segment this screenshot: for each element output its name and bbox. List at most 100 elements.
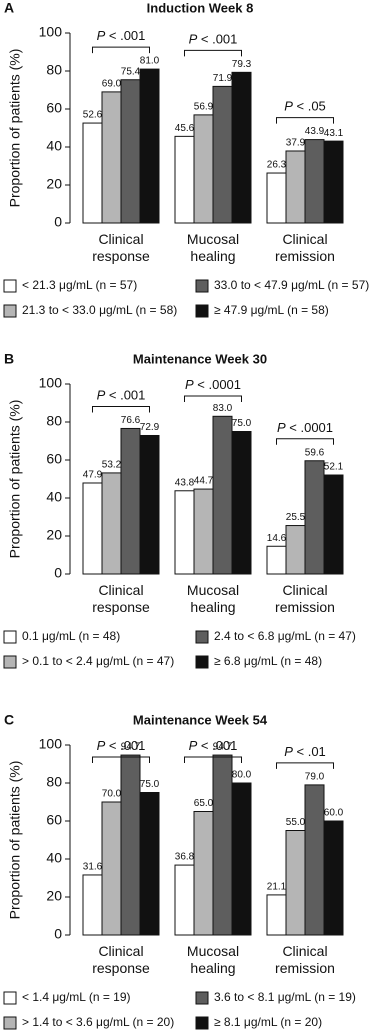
legend-swatch xyxy=(195,630,209,644)
value-label: 81.0 xyxy=(140,56,160,67)
bar xyxy=(266,545,287,575)
p-symbol: P xyxy=(97,388,106,403)
chart-title: Maintenance Week 30 xyxy=(133,351,267,366)
bar xyxy=(82,482,103,575)
significance-bracket xyxy=(276,762,334,769)
significance-label: P < .001 xyxy=(189,32,238,47)
y-tick-label: 20 xyxy=(46,176,62,192)
x-tick-line: Clinical xyxy=(98,231,143,247)
value-label: 79.0 xyxy=(305,772,325,783)
significance-label: P < .001 xyxy=(97,738,146,753)
significance-label: P < .001 xyxy=(189,738,238,753)
p-symbol: P xyxy=(189,32,198,47)
y-tick-label: 0 xyxy=(54,565,62,581)
legend-label: ≥ 6.8 μg/mL (n = 48) xyxy=(214,654,322,668)
y-tick-label: 60 xyxy=(46,812,62,828)
value-label: 43.1 xyxy=(324,128,344,139)
legend-swatch xyxy=(3,655,17,669)
bar xyxy=(174,135,195,224)
value-label: 53.2 xyxy=(102,460,122,471)
bar xyxy=(304,784,325,936)
value-label: 80.0 xyxy=(232,770,252,781)
x-tick-label: Clinical response xyxy=(92,231,150,264)
y-tick-label: 100 xyxy=(39,736,63,752)
value-label: 55.0 xyxy=(286,817,306,828)
bar xyxy=(266,172,287,224)
panel-letter: C xyxy=(4,712,14,728)
bar xyxy=(120,754,141,936)
panel: A Induction Week 8 Proportion of patients … xyxy=(3,0,369,318)
value-label: 45.6 xyxy=(175,123,195,134)
chart-title: Maintenance Week 54 xyxy=(133,712,268,727)
value-label: 52.1 xyxy=(324,462,344,473)
value-label: 75.0 xyxy=(232,418,252,429)
x-tick-line: response xyxy=(92,960,150,976)
x-tick-line: Mucosal xyxy=(187,231,239,247)
bar xyxy=(212,754,233,936)
y-tick-label: 80 xyxy=(46,413,62,429)
x-tick-label: Clinical response xyxy=(92,943,150,976)
value-label: 94.7 xyxy=(213,742,233,753)
chart-title: Induction Week 8 xyxy=(147,0,254,15)
y-tick-label: 60 xyxy=(46,451,62,467)
bar xyxy=(231,782,252,936)
bar xyxy=(231,71,252,224)
x-tick-line: Mucosal xyxy=(187,943,239,959)
y-tick-label: 100 xyxy=(39,375,63,391)
legend-label: > 0.1 to < 2.4 μg/mL (n = 47) xyxy=(22,654,174,668)
bar xyxy=(304,460,325,575)
legend-swatch xyxy=(195,1016,209,1030)
legend-swatch xyxy=(3,630,17,644)
p-symbol: P xyxy=(97,29,106,44)
legend-swatch xyxy=(3,1016,17,1030)
value-label: 25.5 xyxy=(286,512,306,523)
x-tick-label: Clinical remission xyxy=(275,582,335,615)
bar xyxy=(139,792,160,936)
significance-label: P < .001 xyxy=(97,388,146,403)
x-tick-line: healing xyxy=(190,248,235,264)
p-value: < .001 xyxy=(105,738,145,753)
value-label: 56.9 xyxy=(194,102,214,113)
x-tick-line: healing xyxy=(190,599,235,615)
value-label: 76.6 xyxy=(121,415,141,426)
y-tick-label: 40 xyxy=(46,138,62,154)
value-label: 52.6 xyxy=(83,110,103,121)
y-axis-label: Proportion of patients (%) xyxy=(7,400,23,559)
x-tick-line: response xyxy=(92,248,150,264)
value-label: 31.6 xyxy=(83,862,103,873)
bar xyxy=(101,801,122,936)
x-tick-label: Clinical remission xyxy=(275,943,335,976)
value-label: 21.1 xyxy=(267,882,287,893)
legend-label: 33.0 to < 47.9 μg/mL (n = 57) xyxy=(214,278,369,292)
x-tick-line: remission xyxy=(275,248,335,264)
significance-bracket xyxy=(92,405,150,413)
value-label: 69.0 xyxy=(102,79,122,90)
legend-label: 2.4 to < 6.8 μg/mL (n = 47) xyxy=(214,629,356,643)
value-label: 65.0 xyxy=(194,798,214,809)
p-symbol: P xyxy=(284,744,293,759)
legend-label: > 1.4 to < 3.6 μg/mL (n = 20) xyxy=(22,1015,174,1029)
bar xyxy=(285,150,306,224)
p-value: < .0001 xyxy=(194,377,241,392)
bar xyxy=(193,488,214,575)
legend-swatch xyxy=(3,304,17,318)
y-axis-label: Proportion of patients (%) xyxy=(7,49,23,208)
y-tick-label: 20 xyxy=(46,527,62,543)
value-label: 36.8 xyxy=(175,852,195,863)
significance-bracket xyxy=(184,49,242,57)
p-value: < .05 xyxy=(293,99,326,114)
value-label: 26.3 xyxy=(267,160,287,171)
x-tick-line: response xyxy=(92,599,150,615)
panel: C Maintenance Week 54 Proportion of patien… xyxy=(3,712,356,1030)
p-symbol: P xyxy=(185,377,194,392)
significance-bracket xyxy=(92,46,150,54)
bar xyxy=(193,811,214,936)
p-symbol: P xyxy=(189,738,198,753)
significance-bracket xyxy=(92,756,150,763)
value-label: 75.0 xyxy=(140,779,160,790)
p-value: < .001 xyxy=(197,32,237,47)
bar xyxy=(101,472,122,575)
panel-letter: B xyxy=(4,351,14,367)
y-tick-label: 40 xyxy=(46,850,62,866)
bar xyxy=(120,427,141,575)
